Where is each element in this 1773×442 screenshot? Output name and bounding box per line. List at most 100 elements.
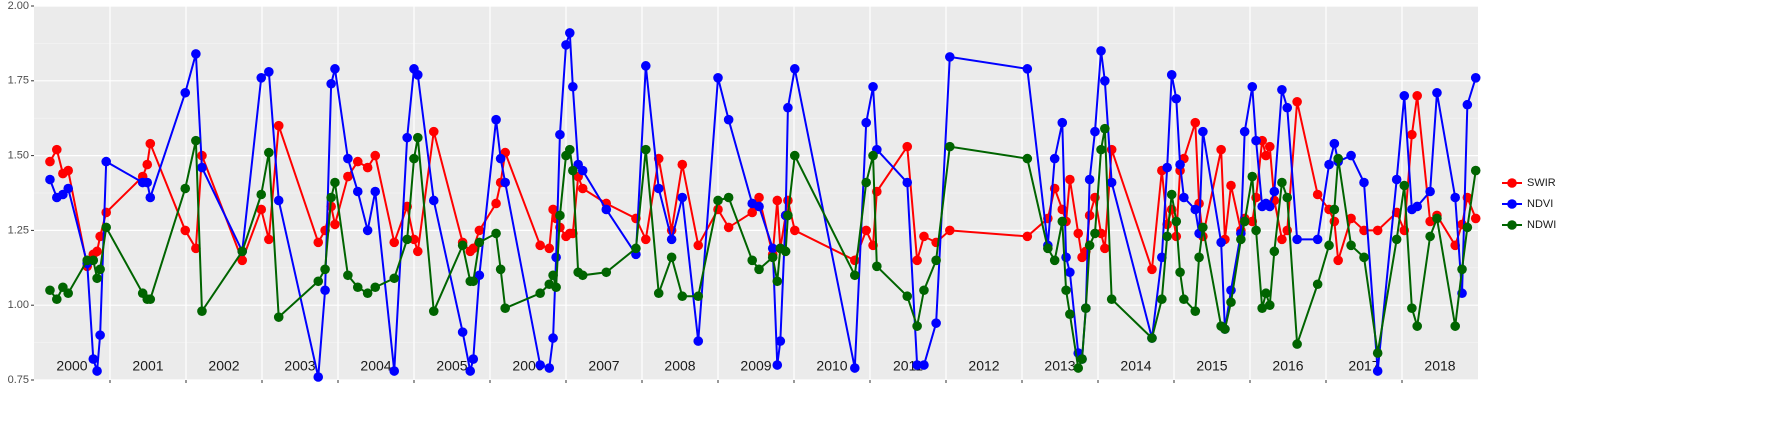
point (1106, 177, 1117, 188)
point (783, 195, 793, 206)
point (343, 270, 353, 281)
point (273, 120, 284, 131)
point (1277, 234, 1287, 245)
point (313, 372, 324, 382)
point (1282, 192, 1293, 203)
point (1179, 192, 1189, 203)
point (1264, 201, 1275, 212)
point (389, 366, 400, 376)
point (1061, 285, 1071, 296)
year-label: 2013 (1044, 358, 1075, 374)
point (693, 240, 704, 251)
y-tick-label: 1.50 (8, 150, 29, 162)
point (1412, 201, 1422, 212)
point (313, 276, 324, 287)
point (548, 204, 558, 215)
point (1432, 87, 1442, 98)
point (945, 141, 955, 152)
point (601, 204, 612, 215)
point (868, 150, 878, 161)
point (1236, 234, 1246, 245)
point (495, 153, 506, 164)
point (1166, 189, 1177, 200)
point (1190, 117, 1201, 128)
point (747, 255, 757, 266)
point (1171, 93, 1182, 104)
point (413, 246, 423, 257)
point (428, 195, 439, 206)
point (500, 303, 511, 313)
point (1346, 213, 1356, 224)
point (677, 291, 688, 302)
point (191, 243, 201, 254)
point (95, 264, 105, 275)
point (1198, 222, 1208, 233)
point (767, 252, 778, 263)
point (474, 225, 485, 236)
point (1147, 333, 1157, 343)
point (754, 264, 764, 275)
point (565, 28, 575, 38)
point (180, 183, 191, 194)
point (1090, 228, 1100, 239)
point (1292, 339, 1302, 349)
point (1264, 141, 1275, 152)
point (1407, 303, 1417, 313)
point (343, 171, 353, 182)
point (370, 150, 381, 161)
point (1470, 165, 1481, 176)
point (568, 165, 578, 176)
point (409, 234, 419, 245)
point (551, 282, 561, 293)
point (565, 144, 575, 155)
point (1251, 135, 1261, 146)
point (256, 73, 267, 83)
point (1333, 255, 1343, 266)
point (1312, 189, 1323, 200)
point (1157, 294, 1167, 305)
point (850, 363, 860, 373)
point (237, 255, 248, 266)
point (273, 195, 284, 206)
y-tick-label: 0.75 (8, 374, 29, 386)
y-tick-label: 1.00 (8, 299, 29, 311)
point (45, 174, 55, 185)
point (142, 177, 153, 188)
point (1171, 231, 1182, 242)
point (1162, 231, 1172, 242)
point (1166, 70, 1177, 80)
point (264, 234, 274, 245)
point (428, 126, 439, 137)
point (1090, 126, 1100, 137)
point (1022, 64, 1033, 74)
point (237, 246, 248, 257)
point (491, 198, 501, 209)
point (1372, 366, 1383, 376)
point (945, 225, 955, 236)
point (52, 144, 62, 155)
point (1190, 306, 1201, 316)
point (1147, 264, 1157, 275)
y-tick-label: 1.75 (8, 75, 29, 87)
point (641, 234, 651, 245)
point (1329, 216, 1340, 227)
point (330, 219, 340, 230)
point (495, 264, 506, 275)
point (713, 195, 723, 206)
point (1412, 90, 1422, 101)
point (101, 156, 111, 167)
year-label: 2016 (1272, 358, 1303, 374)
point (912, 321, 922, 331)
point (352, 156, 363, 167)
point (789, 225, 800, 236)
point (1399, 90, 1410, 101)
point (1425, 186, 1435, 197)
point (577, 183, 588, 194)
point (320, 264, 330, 275)
point (474, 237, 485, 248)
point (1257, 303, 1267, 313)
point (191, 49, 201, 59)
point (92, 366, 102, 376)
point (1081, 303, 1091, 313)
point (772, 195, 783, 206)
